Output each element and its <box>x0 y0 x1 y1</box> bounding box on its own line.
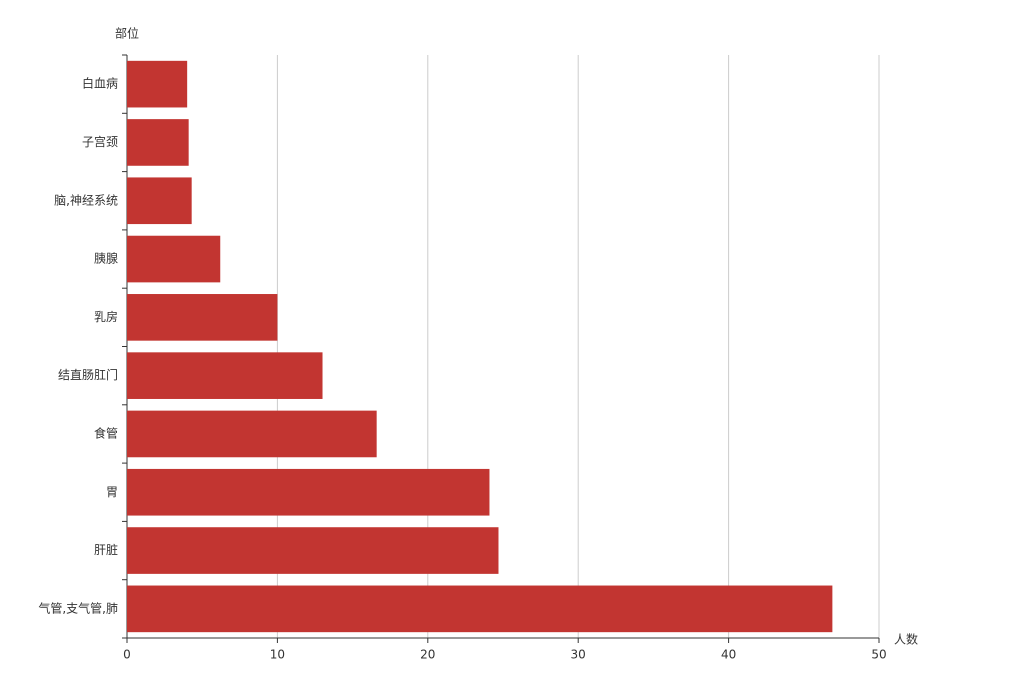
y-tick-label: 食管 <box>94 425 118 440</box>
y-axis-label: 部位 <box>115 26 139 41</box>
x-tick-label: 20 <box>420 648 435 662</box>
y-tick-label: 乳房 <box>94 309 118 324</box>
x-tick-label: 10 <box>270 648 285 662</box>
bar <box>127 585 833 633</box>
bar <box>127 177 192 225</box>
y-tick-label: 子宫颈 <box>82 134 118 149</box>
bar <box>127 60 188 108</box>
bar <box>127 527 499 574</box>
x-axis-label: 人数 <box>894 632 918 647</box>
y-tick-label: 胰腺 <box>94 252 118 266</box>
bar <box>127 352 323 399</box>
x-tick-label: 40 <box>721 648 736 662</box>
y-tick-label: 结直肠肛门 <box>58 367 118 382</box>
y-tick-label: 脑,神经系统 <box>54 193 118 207</box>
y-tick-label: 气管,支气管,肺 <box>38 600 118 615</box>
x-tick-label: 30 <box>571 648 586 662</box>
y-tick-label: 肝脏 <box>94 542 118 557</box>
bar <box>127 294 278 341</box>
y-tick-label: 胃 <box>106 485 118 499</box>
bar <box>127 235 221 283</box>
bar <box>127 468 490 516</box>
bar <box>127 410 377 458</box>
x-tick-label: 0 <box>123 648 131 662</box>
bar <box>127 119 189 166</box>
y-tick-label: 白血病 <box>82 76 118 91</box>
x-tick-label: 50 <box>871 648 886 662</box>
